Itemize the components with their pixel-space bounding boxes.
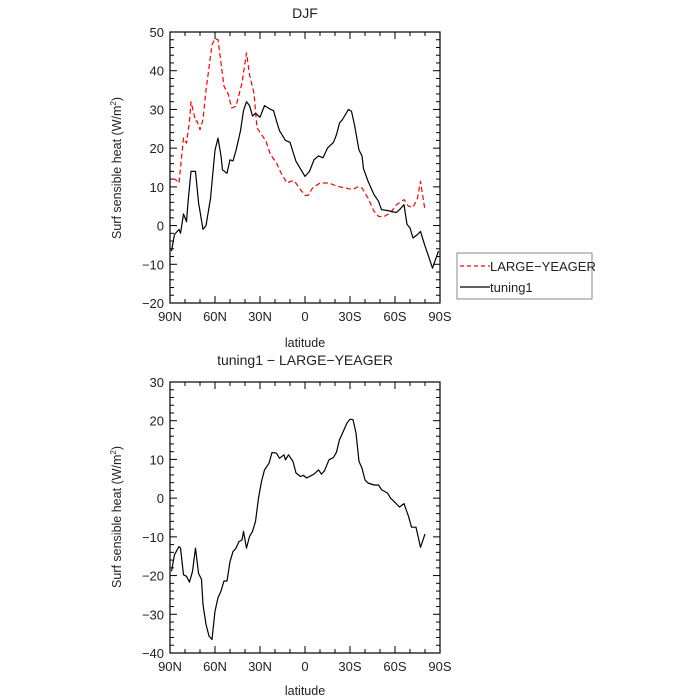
x-tick-label: 90N	[158, 659, 182, 674]
panel-djf: DJF latitude Surf sensible heat (W/m2) 9…	[109, 5, 452, 350]
y-tick-label: 20	[150, 414, 164, 429]
series-line-tuning1-large-yeager	[170, 418, 426, 641]
x-tick-label: 30N	[248, 659, 272, 674]
plot-frame	[169, 31, 441, 304]
legend-label-tuning1: tuning1	[490, 280, 533, 295]
x-axis-label: latitude	[285, 336, 325, 350]
x-tick-label: 60N	[203, 309, 227, 324]
chart-title: tuning1 − LARGE−YEAGER	[217, 352, 393, 368]
y-axis-label: Surf sensible heat (W/m2)	[109, 97, 124, 239]
series-line-tuning1	[170, 101, 440, 269]
x-tick-label: 0	[301, 309, 308, 324]
x-tick-label: 60N	[203, 659, 227, 674]
y-tick-label: 10	[150, 452, 164, 467]
y-tick-label: −10	[142, 530, 164, 545]
y-tick-label: 0	[157, 219, 164, 234]
y-tick-label: 10	[150, 180, 164, 195]
chart-title: DJF	[292, 5, 318, 21]
series-line-large-yeager	[172, 38, 426, 218]
x-tick-label: 90S	[428, 309, 451, 324]
y-tick-label: 20	[150, 141, 164, 156]
y-tick-label: 40	[150, 64, 164, 79]
panel-difference: tuning1 − LARGE−YEAGER latitude Surf sen…	[109, 352, 452, 698]
y-tick-label: −20	[142, 296, 164, 311]
x-tick-label: 60S	[383, 659, 406, 674]
plot-frame	[169, 381, 441, 654]
y-axis-label: Surf sensible heat (W/m2)	[109, 446, 124, 588]
y-tick-label: 30	[150, 375, 164, 390]
y-tick-label: 0	[157, 491, 164, 506]
y-tick-label: −30	[142, 607, 164, 622]
x-tick-label: 90S	[428, 659, 451, 674]
legend-box	[456, 252, 593, 300]
x-tick-label: 30S	[338, 659, 361, 674]
x-axis-label: latitude	[285, 684, 325, 698]
x-tick-label: 60S	[383, 309, 406, 324]
y-tick-label: 30	[150, 102, 164, 117]
y-tick-label: −40	[142, 646, 164, 661]
legend-label-large-yeager: LARGE−YEAGER	[490, 259, 596, 274]
y-tick-label: −20	[142, 569, 164, 584]
x-tick-label: 90N	[158, 309, 182, 324]
x-tick-label: 30S	[338, 309, 361, 324]
legend: LARGE−YEAGER tuning1	[456, 252, 596, 300]
x-tick-label: 30N	[248, 309, 272, 324]
y-tick-label: 50	[150, 25, 164, 40]
y-tick-label: −10	[142, 257, 164, 272]
x-tick-label: 0	[301, 659, 308, 674]
